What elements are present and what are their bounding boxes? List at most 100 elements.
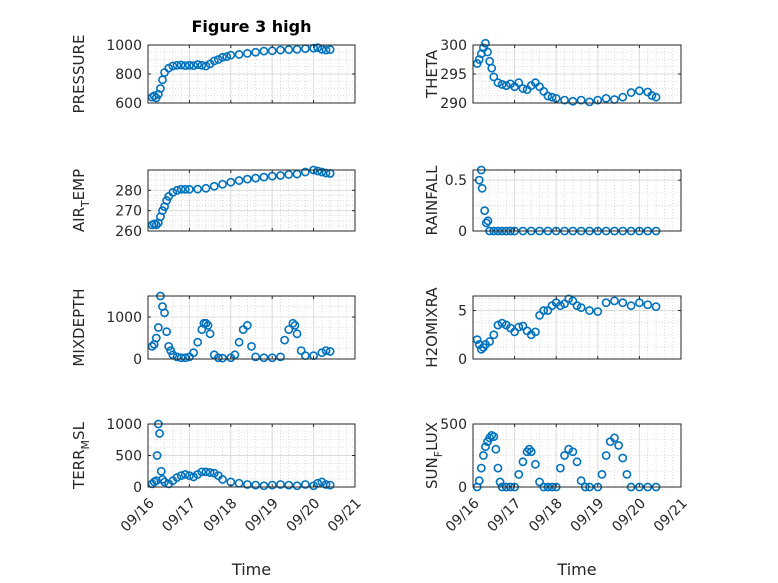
y-tick-label: 280 — [115, 183, 142, 199]
y-axis-label: H2OMIXRA — [423, 287, 441, 368]
data-point — [151, 220, 161, 230]
data-point — [514, 469, 524, 479]
data-point — [155, 429, 164, 438]
data-point — [601, 93, 611, 103]
data-point — [203, 320, 213, 330]
data-point — [531, 327, 540, 337]
axes-box — [147, 295, 356, 360]
data-point — [251, 47, 261, 57]
y-axis-label-part: TERR — [70, 449, 88, 490]
data-point — [193, 60, 203, 69]
data-point — [292, 481, 302, 491]
data-point — [478, 451, 488, 460]
data-point — [288, 318, 298, 328]
data-point — [497, 318, 507, 328]
data-point — [487, 63, 497, 73]
data-point — [189, 348, 198, 358]
data-point — [325, 347, 335, 356]
x-tick-label: 09/18 — [201, 495, 241, 535]
y-axis-label-part: AIR — [70, 207, 88, 232]
y-tick-label: 0 — [458, 352, 467, 368]
data-point — [568, 447, 578, 457]
data-point — [156, 466, 166, 476]
data-point — [222, 52, 232, 61]
data-point — [234, 50, 244, 59]
plot-area — [473, 424, 681, 487]
data-point — [618, 92, 628, 102]
data-point — [593, 95, 603, 105]
data-point — [251, 352, 261, 362]
data-point — [176, 184, 186, 194]
data-point — [321, 480, 331, 489]
data-point — [535, 477, 544, 487]
data-point — [209, 56, 219, 66]
data-point — [622, 469, 632, 479]
data-point — [209, 181, 219, 191]
data-point — [321, 168, 331, 178]
y-tick-label: 0 — [133, 480, 142, 496]
data-point — [162, 327, 172, 337]
data-point — [189, 61, 198, 70]
data-point — [259, 46, 269, 56]
data-point — [259, 172, 269, 182]
data-point — [317, 348, 327, 358]
data-point — [560, 451, 569, 460]
y-tick-label: 600 — [115, 96, 142, 112]
data-point — [300, 167, 310, 177]
data-point — [234, 176, 244, 185]
data-point — [180, 469, 190, 479]
data-point — [184, 60, 194, 70]
data-point — [325, 480, 335, 490]
y-axis-label-part: M — [79, 440, 92, 450]
data-point — [160, 477, 169, 487]
data-point — [651, 302, 661, 312]
data-point — [276, 45, 285, 55]
data-point — [284, 480, 294, 490]
x-axis-label: Time — [556, 560, 596, 579]
data-point — [153, 323, 163, 332]
data-point — [300, 480, 310, 489]
data-point — [205, 468, 215, 477]
y-tick-label: 1000 — [106, 417, 142, 433]
x-tick-label: 09/21 — [325, 495, 365, 535]
data-point — [555, 463, 565, 473]
data-point — [321, 346, 331, 355]
data-point — [651, 92, 661, 102]
data-point — [176, 60, 186, 70]
data-point — [585, 306, 594, 315]
y-tick-label: 295 — [440, 67, 467, 83]
data-point — [242, 320, 252, 330]
data-point — [572, 457, 582, 467]
y-axis-label: PRESSURE — [70, 35, 88, 114]
y-tick-label: 5 — [458, 304, 467, 320]
data-point — [635, 298, 644, 308]
data-point — [489, 432, 499, 441]
y-axis-label: SUNFLUX — [423, 422, 445, 489]
data-point — [560, 95, 569, 105]
data-point — [518, 84, 528, 93]
y-axis-label-part: F — [432, 451, 445, 457]
plot-area — [473, 170, 681, 231]
data-point — [284, 325, 294, 334]
data-point — [481, 218, 491, 228]
y-tick-label: 0 — [458, 224, 467, 240]
data-point — [485, 337, 495, 346]
x-tick-label: 09/16 — [118, 495, 158, 535]
panel-terr_msl: 0 500 1000 09/16 09/17 09/18 09/19 09/20 09/21 TE… — [70, 417, 365, 579]
data-point — [166, 346, 176, 355]
y-axis-label-part: THETA — [423, 49, 441, 99]
data-point — [497, 80, 507, 89]
data-point — [284, 170, 294, 179]
data-point — [156, 84, 165, 93]
plot-area — [148, 296, 355, 359]
y-axis-label: RAINFALL — [423, 165, 441, 236]
data-point — [193, 184, 203, 194]
data-point — [201, 467, 211, 477]
data-point — [259, 353, 269, 363]
data-point — [218, 353, 227, 363]
panel-mixdepth: 0 1000 MIXDEPTH — [70, 288, 356, 368]
figure-title: Figure 3 high — [192, 17, 312, 36]
y-tick-label: 800 — [115, 67, 142, 83]
data-point — [317, 167, 327, 177]
data-point — [242, 174, 252, 184]
